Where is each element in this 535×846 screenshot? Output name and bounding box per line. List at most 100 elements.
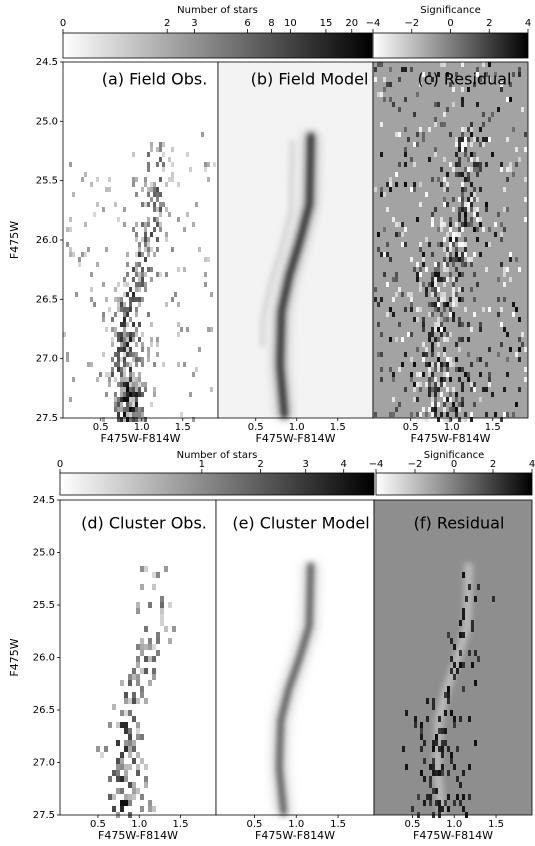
density-pixel [140, 638, 144, 644]
density-pixel [144, 656, 148, 662]
residual-pixel [485, 162, 488, 167]
residual-pixel [410, 187, 413, 192]
residual-pixel [443, 282, 446, 287]
residual-pixel [438, 800, 441, 806]
residual-pixel [425, 192, 428, 197]
residual-pixel [437, 362, 440, 367]
density-pixel [159, 227, 162, 232]
residual-pixel [440, 412, 443, 417]
residual-pixel [437, 342, 440, 347]
density-pixel [128, 740, 132, 746]
residual-pixel [440, 62, 443, 67]
density-pixel [174, 292, 177, 297]
density-pixel [144, 387, 147, 392]
residual-pixel [477, 584, 480, 590]
density-pixel [168, 602, 172, 608]
residual-pixel [447, 632, 450, 638]
residual-pixel [470, 222, 473, 227]
residual-pixel [506, 332, 509, 337]
residual-pixel [419, 247, 422, 252]
density-pixel [147, 237, 150, 242]
residual-pixel [473, 312, 476, 317]
residual-pixel [464, 207, 467, 212]
residual-pixel [467, 157, 470, 162]
residual-pixel [446, 182, 449, 187]
density-pixel [177, 362, 180, 367]
density-pixel [141, 222, 144, 227]
density-pixel [159, 177, 162, 182]
residual-pixel [479, 142, 482, 147]
density-pixel [141, 347, 144, 352]
density-pixel [144, 782, 148, 788]
residual-pixel [392, 412, 395, 417]
residual-pixel [434, 302, 437, 307]
residual-pixel [482, 227, 485, 232]
density-pixel [124, 710, 128, 716]
residual-pixel [455, 142, 458, 147]
density-pixel [150, 232, 153, 237]
residual-pixel [447, 746, 450, 752]
density-pixel [129, 287, 132, 292]
residual-pixel [435, 800, 438, 806]
density-pixel [141, 417, 144, 422]
residual-pixel [416, 412, 419, 417]
residual-pixel [446, 397, 449, 402]
residual-pixel [431, 377, 434, 382]
residual-pixel [428, 337, 431, 342]
residual-pixel [431, 402, 434, 407]
residual-pixel [386, 282, 389, 287]
density-pixel [114, 332, 117, 337]
y-tick-label: 26.0 [33, 653, 55, 664]
density-pixel [124, 764, 128, 770]
residual-pixel [434, 272, 437, 277]
residual-pixel [473, 167, 476, 172]
residual-pixel [447, 770, 450, 776]
residual-pixel [420, 770, 423, 776]
residual-pixel [453, 674, 456, 680]
density-pixel [117, 382, 120, 387]
colorbar-tick-label: 6 [244, 18, 250, 29]
density-pixel [138, 372, 141, 377]
density-pixel [138, 302, 141, 307]
density-pixel [132, 674, 136, 680]
density-pixel [147, 267, 150, 272]
density-pixel [147, 152, 150, 157]
residual-pixel [377, 302, 380, 307]
density-pixel [152, 584, 156, 590]
residual-pixel [473, 272, 476, 277]
residual-pixel [506, 137, 509, 142]
residual-pixel [473, 212, 476, 217]
x-tick-label: 0.5 [405, 819, 421, 830]
residual-pixel [468, 794, 471, 800]
density-pixel [120, 402, 123, 407]
density-pixel [135, 287, 138, 292]
residual-pixel [440, 382, 443, 387]
density-pixel [132, 782, 136, 788]
density-pixel [150, 267, 153, 272]
residual-pixel [488, 77, 491, 82]
density-pixel [114, 352, 117, 357]
residual-pixel [398, 322, 401, 327]
density-pixel [123, 222, 126, 227]
density-pixel [150, 322, 153, 327]
residual-pixel [446, 267, 449, 272]
residual-pixel [386, 312, 389, 317]
density-pixel [141, 407, 144, 412]
density-pixel [120, 417, 123, 422]
density-pixel [132, 668, 136, 674]
density-pixel [138, 337, 141, 342]
residual-pixel [524, 132, 527, 137]
residual-pixel [443, 317, 446, 322]
residual-pixel [477, 656, 480, 662]
density-pixel [140, 806, 144, 812]
density-pixel [102, 312, 105, 317]
residual-pixel [476, 227, 479, 232]
residual-pixel [428, 407, 431, 412]
residual-pixel [440, 217, 443, 222]
residual-pixel [422, 322, 425, 327]
residual-pixel [479, 187, 482, 192]
density-pixel [129, 407, 132, 412]
residual-pixel [473, 162, 476, 167]
density-pixel [123, 347, 126, 352]
density-pixel [117, 362, 120, 367]
